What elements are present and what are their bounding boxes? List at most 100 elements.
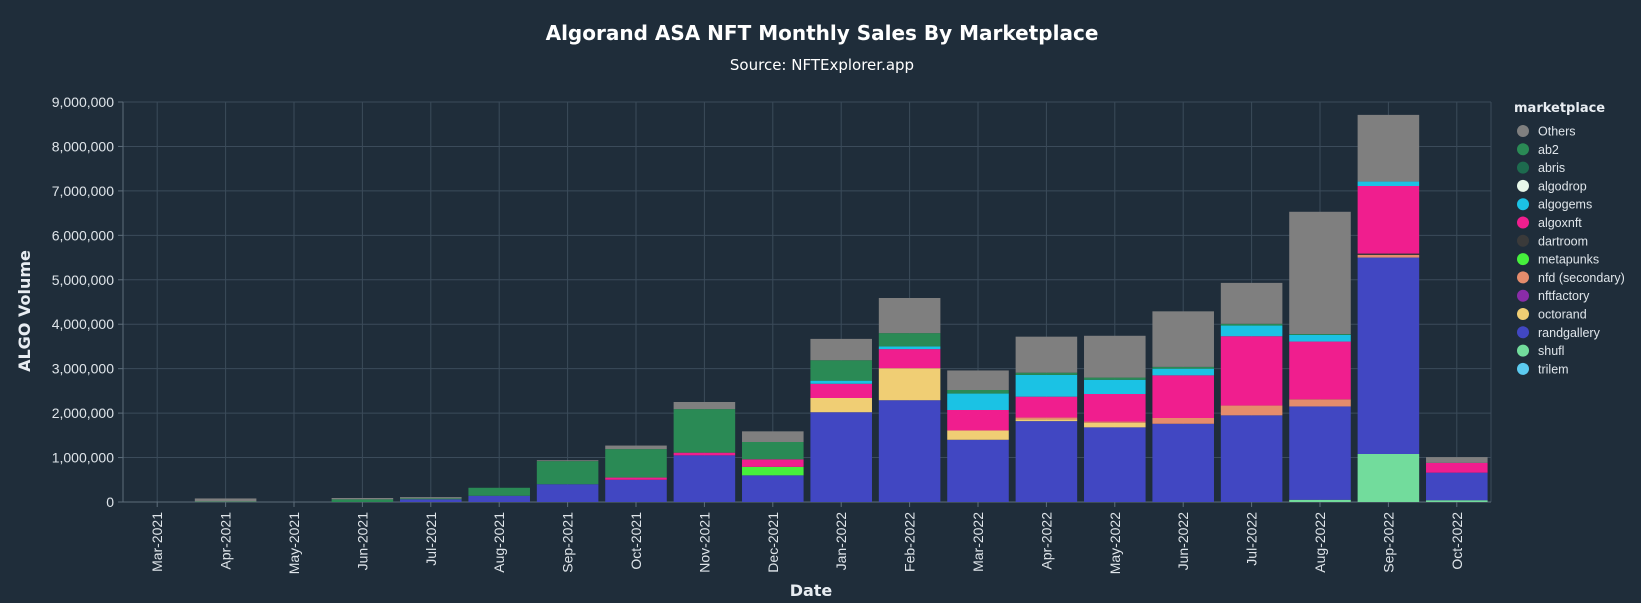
bar-segment-ab2	[468, 487, 530, 496]
x-tick-label: May-2022	[1107, 512, 1123, 574]
bar-segment-ab2	[331, 499, 394, 502]
x-tick-label: May-2021	[286, 512, 302, 574]
x-tick-label: Dec-2021	[765, 512, 781, 573]
bar-segment-ab2	[1220, 323, 1283, 326]
bar-segment-ab2	[1152, 366, 1214, 369]
bar-segment-randgallery	[742, 475, 804, 502]
bar-segment-nfd-secondary-	[1152, 418, 1214, 424]
bar-segment-ab2	[1084, 377, 1146, 380]
bar-segment-shufl	[1426, 500, 1488, 502]
legend-label: octorand	[1538, 308, 1587, 322]
bar-segment-octorand	[1084, 422, 1146, 428]
y-tick-label: 1,000,000	[52, 450, 114, 466]
x-tick-label: Feb-2022	[902, 512, 918, 572]
bar-segment-octorand	[947, 430, 1009, 440]
legend-label: metapunks	[1538, 253, 1599, 267]
bar-segment-shufl	[1289, 499, 1351, 502]
y-tick-label: 2,000,000	[52, 405, 114, 421]
x-tick-label: Jul-2022	[1244, 512, 1260, 566]
bar-segment-nfd-secondary-	[1015, 417, 1078, 420]
bar-segment-randgallery	[536, 484, 599, 502]
y-tick-label: 3,000,000	[52, 361, 114, 377]
bar-segment-others	[1084, 335, 1146, 378]
bar-segment-algogems	[1289, 334, 1351, 342]
x-tick-label: Jan-2022	[833, 512, 849, 571]
gridlines	[122, 101, 1492, 503]
x-tick-label: Jun-2022	[1175, 512, 1191, 571]
legend-swatch	[1517, 344, 1529, 357]
bar-segment-randgallery	[947, 439, 1009, 502]
bar-segment-nfd-secondary-	[1084, 421, 1146, 423]
legend-swatch	[1517, 143, 1529, 156]
bar-segment-others	[331, 498, 394, 500]
bar-segment-ab2	[878, 333, 941, 347]
legend-label: abris	[1538, 161, 1565, 175]
legend-label: ab2	[1538, 143, 1559, 157]
legend-label: nfd (secondary)	[1538, 271, 1625, 285]
legend-label: Others	[1538, 125, 1576, 139]
bars	[194, 114, 1488, 503]
bar-segment-ab2	[536, 461, 599, 485]
legend-swatch	[1517, 362, 1529, 375]
legend-swatch	[1517, 234, 1529, 247]
bar-segment-ab2	[810, 360, 872, 381]
y-tick-label: 9,000,000	[52, 94, 114, 110]
bar-segment-others	[1152, 311, 1214, 367]
bar-segment-ab2	[673, 409, 736, 453]
bar-segment-others	[810, 338, 872, 361]
bar-segment-randgallery	[605, 479, 667, 502]
legend-label: algogems	[1538, 198, 1592, 212]
x-tick-label: Mar-2021	[149, 512, 165, 572]
bar-segment-randgallery	[1220, 415, 1283, 502]
bar-segment-ab2	[742, 442, 804, 460]
bar-segment-others	[400, 497, 462, 499]
legend-label: trilem	[1538, 362, 1569, 376]
bar-segment-octorand	[810, 398, 872, 413]
x-tick-label: Apr-2021	[218, 512, 234, 570]
x-tick-label: Aug-2022	[1312, 512, 1328, 573]
legend-label: nftfactory	[1538, 289, 1590, 303]
bar-segment-ab2	[1015, 372, 1078, 375]
bar-segment-algoxnft	[1152, 375, 1214, 418]
bar-segment-ab2	[947, 390, 1009, 394]
legend-label: randgallery	[1538, 326, 1601, 340]
legend: marketplace Others ab2 abris algodrop algoge…	[1514, 101, 1625, 376]
bar-segment-algoxnft	[878, 349, 941, 369]
chart-subtitle: Source: NFTExplorer.app	[730, 56, 914, 74]
x-tick-label: Nov-2021	[696, 512, 712, 573]
bar-segment-algoxnft	[810, 383, 872, 398]
bar-segment-randgallery	[1084, 427, 1146, 502]
x-tick-label: Oct-2021	[628, 512, 644, 570]
bar-segment-others	[1357, 114, 1420, 182]
x-tick-label: Sep-2021	[560, 512, 576, 573]
bar-segment-others	[194, 498, 257, 502]
bar-segment-octorand	[878, 368, 941, 401]
x-axis-ticks: Mar-2021 Apr-2021 May-2021 Jun-2021 Jul-2021…	[149, 502, 1465, 574]
bar-segment-algogems	[1357, 181, 1420, 186]
x-tick-label: Sep-2022	[1380, 512, 1396, 573]
bar-segment-algogems	[1084, 379, 1146, 394]
bar-segment-ab2	[605, 449, 667, 478]
legend-swatch	[1517, 125, 1529, 137]
y-tick-label: 0	[106, 494, 114, 510]
bar-segment-randgallery	[673, 455, 736, 502]
bar-segment-algogems	[1015, 374, 1078, 397]
bar-segment-ab2	[194, 501, 257, 503]
x-tick-label: Jun-2021	[354, 512, 370, 571]
bar-segment-algoxnft	[673, 452, 736, 456]
x-axis-title: Date	[790, 581, 833, 600]
bar-segment-algoxnft	[1220, 336, 1283, 406]
legend-label: algodrop	[1538, 179, 1587, 193]
bar-segment-randgallery	[810, 412, 872, 502]
bar-segment-algoxnft	[947, 410, 1009, 431]
chart-title: Algorand ASA NFT Monthly Sales By Market…	[546, 21, 1099, 45]
bar-segment-randgallery	[1357, 257, 1420, 454]
bar-segment-algoxnft	[1289, 341, 1351, 400]
legend-swatch	[1517, 326, 1529, 339]
bar-segment-algogems	[947, 393, 1009, 410]
bar-segment-others	[947, 370, 1009, 390]
legend-swatch	[1517, 253, 1529, 266]
bar-segment-others	[742, 431, 804, 442]
bar-segment-ab2	[400, 498, 462, 500]
